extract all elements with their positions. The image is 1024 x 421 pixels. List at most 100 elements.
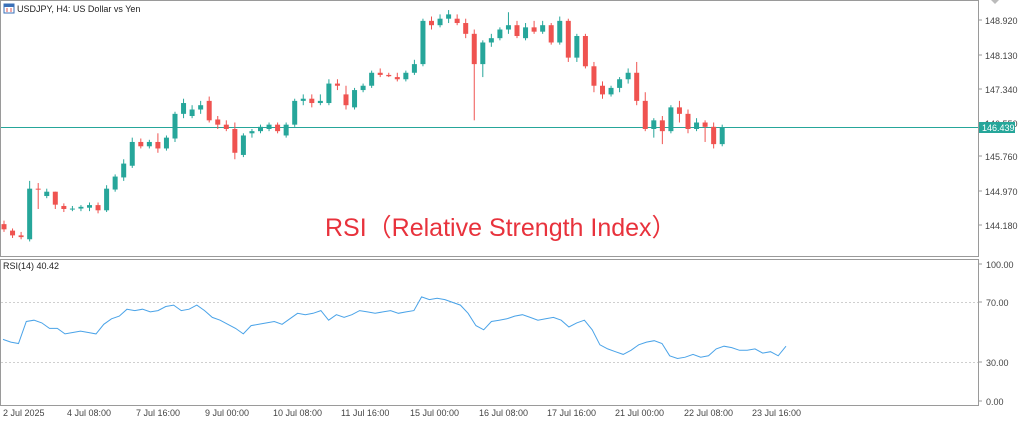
- current-price-tag: [979, 122, 1015, 133]
- candle-down: [471, 33, 477, 65]
- candle-down: [35, 188, 41, 190]
- candle-up: [523, 27, 529, 39]
- time-label: 23 Jul 16:00: [752, 408, 801, 418]
- rsi-line: [2, 296, 787, 360]
- candle-down: [711, 126, 717, 145]
- candle-down: [642, 100, 648, 129]
- candle-down: [309, 98, 315, 104]
- rsi-axis: 100.00 70.00 30.00 0.00: [986, 260, 1014, 407]
- candle-up: [27, 188, 33, 240]
- candle-down: [334, 83, 340, 86]
- candle-down: [18, 235, 24, 238]
- candle-down: [600, 85, 605, 95]
- candle-down: [343, 94, 349, 106]
- candle-up: [625, 72, 631, 80]
- candle-up: [505, 25, 511, 30]
- price-tick: 147.340: [985, 85, 1018, 95]
- time-label: 22 Jul 08:00: [684, 408, 733, 418]
- candle-down: [377, 72, 383, 75]
- candle-down: [138, 141, 144, 147]
- candle-down: [659, 120, 665, 132]
- price-tick: 144.970: [985, 187, 1018, 197]
- chart-window-icon: [3, 3, 15, 14]
- candle-up: [129, 141, 135, 166]
- time-label: 21 Jul 00:00: [615, 408, 664, 418]
- rsi-tick: 30.00: [986, 358, 1009, 368]
- candle-down: [52, 191, 58, 205]
- candle-down: [676, 107, 682, 114]
- candle-up: [87, 205, 92, 208]
- candle-up: [719, 127, 725, 145]
- candle-down: [531, 27, 537, 32]
- candle-up: [480, 42, 486, 65]
- candle-up: [420, 20, 426, 65]
- candle-down: [685, 113, 691, 129]
- time-label: 4 Jul 08:00: [67, 408, 111, 418]
- time-label: 10 Jul 08:00: [273, 408, 322, 418]
- candle-down: [565, 20, 571, 58]
- rsi-title: RSI(14) 40.42: [3, 261, 59, 271]
- candle-up: [258, 126, 263, 132]
- candle-up: [198, 105, 204, 110]
- candle-up: [540, 25, 546, 32]
- candle-up: [283, 124, 289, 136]
- time-label: 17 Jul 16:00: [547, 408, 596, 418]
- candles: [1, 10, 725, 242]
- candle-up: [411, 64, 417, 73]
- time-label: 15 Jul 00:00: [410, 408, 459, 418]
- candle-up: [574, 36, 580, 58]
- price-tick: 148.920: [985, 16, 1018, 26]
- candle-down: [155, 141, 161, 149]
- candle-down: [429, 20, 434, 26]
- candle-up: [240, 135, 246, 155]
- overlay-caption: RSI（Relative Strength Index）: [325, 214, 677, 242]
- candle-up: [300, 98, 306, 101]
- candle-up: [78, 206, 84, 209]
- axis-tick-marks: [979, 19, 982, 402]
- candle-down: [10, 230, 16, 236]
- rsi-tick: 70.00: [986, 298, 1009, 308]
- candle-down: [386, 74, 392, 77]
- candle-up: [181, 103, 187, 114]
- candle-down: [232, 128, 238, 153]
- candle-down: [1, 224, 7, 230]
- time-axis: 2 Jul 2025 4 Jul 08:00 7 Jul 16:00 9 Jul…: [3, 408, 801, 418]
- time-label: 7 Jul 16:00: [136, 408, 180, 418]
- candle-down: [582, 36, 588, 67]
- candle-down: [548, 25, 554, 43]
- scroll-marker-icon: [991, 0, 999, 4]
- time-label: 9 Jul 00:00: [205, 408, 249, 418]
- time-label: 2 Jul 2025: [3, 408, 45, 418]
- candle-down: [206, 100, 212, 121]
- candle-up: [326, 83, 332, 104]
- candle-up: [189, 109, 195, 117]
- candle-down: [454, 18, 460, 24]
- candle-up: [557, 20, 563, 43]
- candle-up: [104, 188, 110, 211]
- candle-up: [163, 137, 169, 149]
- candle-down: [634, 72, 640, 101]
- candle-down: [61, 205, 67, 209]
- candle-up: [44, 191, 50, 197]
- current-price-value: 146.439: [982, 123, 1015, 133]
- candle-up: [69, 208, 75, 210]
- candle-up: [488, 38, 494, 43]
- candle-up: [651, 120, 657, 129]
- chart-title: USDJPY, H4: US Dollar vs Yen: [17, 4, 140, 14]
- candle-down: [514, 25, 520, 37]
- price-tick: 145.760: [985, 152, 1018, 162]
- candle-down: [95, 205, 101, 211]
- candle-down: [702, 122, 708, 127]
- candle-up: [437, 18, 443, 26]
- candle-down: [591, 66, 597, 86]
- time-label: 16 Jul 08:00: [479, 408, 528, 418]
- candle-up: [292, 100, 298, 125]
- rsi-tick: 0.00: [986, 397, 1004, 407]
- candle-up: [360, 85, 366, 91]
- candle-up: [352, 90, 358, 108]
- candle-down: [223, 124, 229, 129]
- candle-up: [446, 14, 452, 19]
- candle-up: [608, 87, 614, 95]
